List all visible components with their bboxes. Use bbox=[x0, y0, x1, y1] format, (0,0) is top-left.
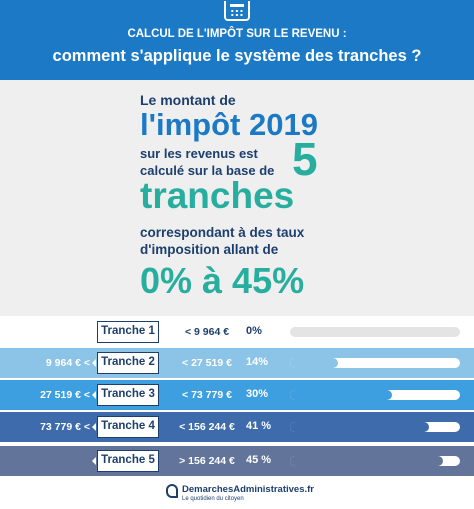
tranche-limit: < 9 964 € bbox=[184, 326, 230, 338]
hero-line2: l'impôt 2019 bbox=[140, 107, 318, 142]
tranche-rate: 41 % bbox=[246, 420, 272, 432]
tranche-from: 73 779 € < bbox=[40, 421, 90, 433]
rate-bar-fill bbox=[290, 358, 338, 368]
header-title-line1: CALCUL DE L'IMPÔT SUR LE REVENU : bbox=[127, 28, 347, 40]
tranche-label: Tranche 5 bbox=[92, 450, 159, 472]
hero-line7: d'imposition allant de bbox=[140, 242, 279, 257]
tranche-rate: 30% bbox=[246, 388, 269, 400]
footer-brand: DemarchesAdministratives.fr bbox=[182, 484, 314, 495]
rate-bar-fill bbox=[290, 390, 392, 400]
tranche-limit: < 156 244 € bbox=[179, 421, 235, 433]
footer-tagline: Le quotidien du citoyen bbox=[182, 496, 244, 502]
rate-bar-track bbox=[290, 390, 460, 400]
header-title-line2: comment s'applique le système des tranch… bbox=[52, 47, 422, 65]
tranche-rate: 45 % bbox=[246, 454, 272, 466]
rate-bar-track bbox=[290, 422, 460, 432]
hero-line1: Le montant de bbox=[140, 92, 236, 108]
hero-panel: Le montant de l'impôt 2019 sur les reven… bbox=[0, 80, 474, 316]
tranche-label: Tranche 3 bbox=[92, 384, 159, 406]
tranche-row-1: Tranche 1 < 9 964 € 0% bbox=[0, 317, 474, 347]
tranche-row-3: 27 519 € < Tranche 3 < 73 779 € 30% bbox=[0, 380, 474, 410]
hero-number: 5 bbox=[292, 133, 318, 185]
tranche-row-2: 9 964 € < Tranche 2 < 27 519 € 14% bbox=[0, 348, 474, 378]
tranche-rate: 0% bbox=[246, 325, 262, 337]
header-banner: CALCUL DE L'IMPÔT SUR LE REVENU : commen… bbox=[0, 0, 474, 80]
tranche-row-5: Tranche 5 > 156 244 € 45 % bbox=[0, 446, 474, 476]
tranche-limit: < 73 779 € bbox=[182, 389, 232, 401]
rate-bar-track bbox=[290, 456, 460, 466]
tranche-from: 27 519 € < bbox=[40, 389, 90, 401]
rate-bar-fill bbox=[290, 422, 430, 432]
tranche-limit: < 27 519 € bbox=[182, 357, 232, 369]
tranche-rate: 14% bbox=[246, 356, 269, 368]
hero-line5: tranches bbox=[140, 175, 295, 216]
logo-icon bbox=[166, 484, 178, 498]
hero-line6: correspondant à des taux bbox=[140, 225, 305, 240]
tranche-label: Tranche 1 bbox=[92, 321, 159, 343]
rate-bar-fill bbox=[290, 456, 443, 466]
hero-line8: 0% à 45% bbox=[140, 260, 305, 301]
tranche-limit: > 156 244 € bbox=[179, 455, 235, 467]
tranche-label: Tranche 2 bbox=[92, 352, 159, 374]
calculator-icon bbox=[224, 1, 250, 21]
tranche-label: Tranche 4 bbox=[92, 416, 159, 438]
rate-bar-track bbox=[290, 358, 460, 368]
rate-bar-track bbox=[290, 327, 460, 337]
hero-line3: sur les revenus est bbox=[140, 146, 258, 161]
hero-line4: calculé sur la base de bbox=[140, 163, 275, 178]
tranche-row-4: 73 779 € < Tranche 4 < 156 244 € 41 % bbox=[0, 412, 474, 442]
tranche-from: 9 964 € < bbox=[45, 357, 90, 369]
